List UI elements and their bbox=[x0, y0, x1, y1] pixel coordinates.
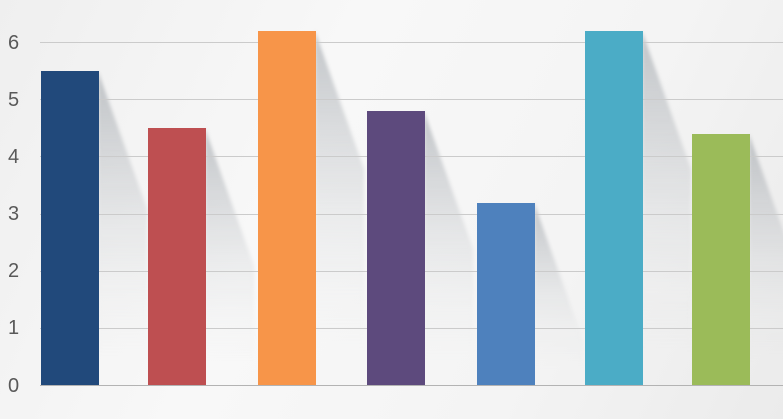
y-tick-label: 3 bbox=[7, 203, 20, 226]
bar-shadow bbox=[205, 128, 254, 386]
bar bbox=[41, 71, 99, 386]
y-tick-label: 6 bbox=[7, 31, 20, 54]
bar bbox=[585, 31, 643, 386]
bar bbox=[477, 202, 535, 386]
gridline bbox=[40, 42, 783, 44]
bar-shadow-wedge bbox=[98, 71, 147, 386]
bar-shadow bbox=[749, 134, 783, 386]
bar-shadow bbox=[424, 111, 473, 386]
y-tick-label: 1 bbox=[7, 317, 20, 340]
x-axis-baseline bbox=[40, 385, 783, 386]
bar bbox=[258, 31, 316, 386]
bar-shadow-wedge bbox=[534, 202, 583, 386]
y-tick-label: 0 bbox=[7, 374, 20, 397]
bar bbox=[367, 111, 425, 386]
bar-shadow-wedge bbox=[749, 134, 783, 386]
y-tick-label: 4 bbox=[7, 145, 20, 168]
bar-shadow bbox=[315, 31, 364, 386]
bar-shadow-wedge bbox=[424, 111, 473, 386]
bar-shadow bbox=[98, 71, 147, 386]
bar bbox=[148, 128, 206, 386]
bar-shadow bbox=[642, 31, 691, 386]
bar bbox=[692, 134, 750, 386]
bar-shadow-wedge bbox=[315, 31, 364, 386]
bar-shadow-wedge bbox=[642, 31, 691, 386]
bar-shadow-wedge bbox=[205, 128, 254, 386]
bar-shadow bbox=[534, 202, 583, 386]
y-tick-label: 2 bbox=[7, 260, 20, 283]
y-tick-label: 5 bbox=[7, 88, 20, 111]
gridline bbox=[40, 99, 783, 101]
